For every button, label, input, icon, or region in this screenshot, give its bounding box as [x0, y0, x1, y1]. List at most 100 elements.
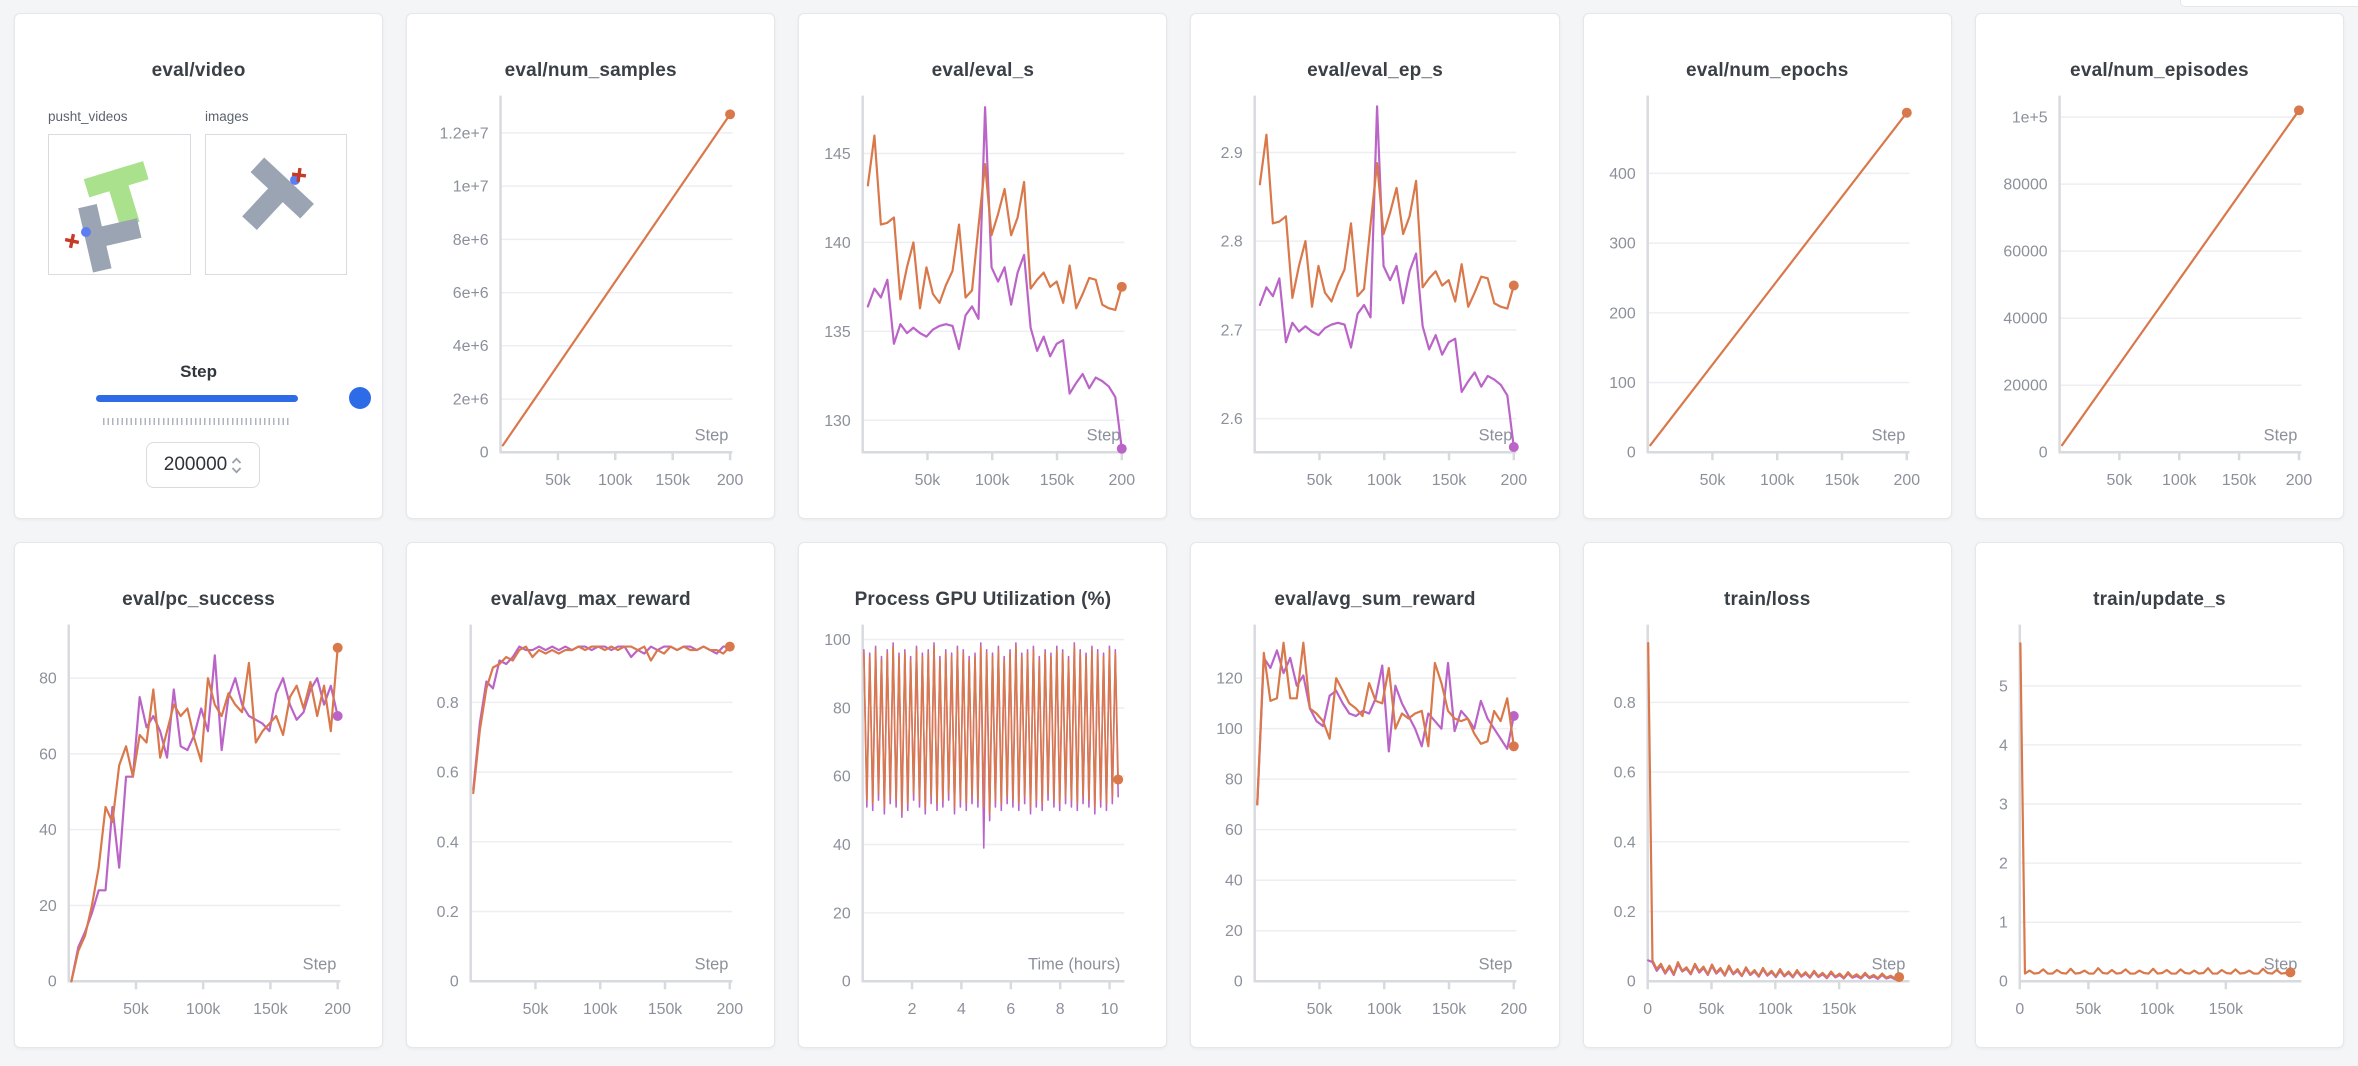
x-tick-label: 200	[717, 1001, 744, 1018]
y-tick-label: 1	[1999, 915, 2008, 932]
chart-plot-eval-num-samples[interactable]: 50k 100k 150k 200 0 2e+6 4e+6 6e+6 8e+6 1e+7 1.2e+…	[407, 14, 774, 518]
step-slider-label: Step	[180, 362, 217, 381]
chart-panel-train-update-s[interactable]: train/update_s 0 50k 100k 150k 0 1 2 3 4 5 Step	[1974, 542, 2344, 1048]
media-panel-eval-video[interactable]: eval/video pusht_videos images	[14, 13, 384, 519]
y-tick-label: 40000	[2003, 311, 2047, 328]
y-tick-label: 80	[39, 671, 57, 688]
y-tick-label: 135	[825, 324, 852, 341]
stepper-control[interactable]	[231, 456, 242, 474]
y-tick-label: 0	[480, 445, 489, 462]
series-endpoint-dot-purple	[1509, 711, 1520, 721]
clipped-panel-edge	[2180, 0, 2358, 7]
series-line-orange	[867, 134, 1124, 312]
video-thumbnail-pusht-videos[interactable]	[48, 134, 191, 275]
chart-plot-train-loss[interactable]: 0 50k 100k 150k 0 0.2 0.4 0.6 0.8 Step	[1584, 543, 1951, 1047]
series-line-purple	[1259, 105, 1516, 449]
chart-panel-eval-num-samples[interactable]: eval/num_samples 50k 100k 150k 200 0 2e+6 4e+6…	[406, 13, 776, 519]
x-tick-label: 200	[1109, 472, 1136, 489]
stepper-down-icon[interactable]	[231, 466, 242, 474]
x-tick-label: 150k	[648, 1001, 683, 1018]
chart-title: eval/avg_sum_reward	[1274, 589, 1476, 610]
series-endpoint-dot-purple	[332, 711, 343, 721]
x-tick-label: 50k	[1698, 1001, 1724, 1018]
chart-panel-eval-avg-sum-reward[interactable]: eval/avg_sum_reward 50k 100k 150k 200 0 20 40 6…	[1190, 542, 1560, 1048]
x-tick-label: 50k	[2075, 1001, 2101, 1018]
chart-plot-eval-eval-s[interactable]: 50k 100k 150k 200 130 135 140 145 Step	[799, 14, 1166, 518]
stepper-up-icon[interactable]	[231, 456, 242, 465]
y-tick-label: 2e+6	[453, 392, 489, 409]
chart-panel-eval-eval-s[interactable]: eval/eval_s 50k 100k 150k 200 130 135 140 145 St…	[798, 13, 1168, 519]
chart-title: train/update_s	[2093, 589, 2226, 610]
chart-panel-eval-avg-max-reward[interactable]: eval/avg_max_reward 50k 100k 150k 200 0 0.2 0.…	[406, 542, 776, 1048]
chart-plot-eval-num-episodes[interactable]: 50k 100k 150k 200 0 20000 40000 60000 80000 1e+5 S…	[1976, 14, 2343, 518]
chart-title: Process GPU Utilization (%)	[854, 589, 1112, 610]
x-tick-label: 100k	[186, 1001, 221, 1018]
chart-panel-eval-eval-ep-s[interactable]: eval/eval_ep_s 50k 100k 150k 200 2.6 2.7 2.8 2.…	[1190, 13, 1560, 519]
series-line-orange	[501, 113, 732, 447]
chart-plot-eval-avg-max-reward[interactable]: 50k 100k 150k 200 0 0.2 0.4 0.6 0.8 Step	[407, 543, 774, 1047]
x-axis-title: Step	[695, 955, 729, 973]
step-slider[interactable]	[96, 387, 371, 409]
series-endpoint-dot-orange	[1117, 281, 1128, 292]
chart-panel-eval-num-episodes[interactable]: eval/num_episodes 50k 100k 150k 200 0 20000 40…	[1974, 13, 2344, 519]
x-tick-label: 200	[1501, 472, 1528, 489]
chart-plot-eval-pc-success[interactable]: 50k 100k 150k 200 0 20 40 60 80 Step	[15, 543, 382, 1047]
y-tick-label: 60000	[2003, 244, 2047, 261]
gray-t-shape	[242, 157, 314, 230]
x-tick-label: 100k	[1760, 472, 1795, 489]
slider-handle[interactable]	[349, 387, 371, 409]
x-tick-label: 50k	[915, 472, 941, 489]
image-thumbnail-images[interactable]	[205, 134, 347, 275]
series-endpoint-dot-orange	[2293, 105, 2304, 116]
step-value-input[interactable]: 200000	[146, 442, 260, 488]
series-line-purple	[472, 645, 732, 791]
x-axis-title: Step	[1087, 426, 1121, 444]
y-tick-label: 120	[1217, 671, 1244, 688]
chart-plot-eval-num-epochs[interactable]: 50k 100k 150k 200 0 100 200 300 400 Step	[1584, 14, 1951, 518]
y-tick-label: 0.8	[437, 695, 459, 712]
y-tick-label: 0	[1999, 974, 2008, 991]
chart-title: eval/eval_s	[931, 60, 1035, 81]
x-tick-label: 10	[1101, 1001, 1119, 1018]
x-axis-title: Step	[303, 955, 337, 973]
y-tick-label: 200	[1609, 305, 1636, 322]
chart-panel-eval-num-epochs[interactable]: eval/num_epochs 50k 100k 150k 200 0 100 200 300…	[1582, 13, 1952, 519]
x-tick-label: 50k	[2106, 472, 2132, 489]
series-line-orange	[1259, 133, 1516, 310]
y-tick-label: 40	[833, 837, 851, 854]
y-tick-label: 80	[1226, 772, 1244, 789]
chart-panel-eval-pc-success[interactable]: eval/pc_success 50k 100k 150k 200 0 20 40 60 80 S…	[14, 542, 384, 1048]
y-tick-label: 300	[1609, 236, 1636, 253]
y-tick-label: 60	[833, 769, 851, 786]
series-endpoint-dot-orange	[725, 109, 736, 120]
chart-title: eval/pc_success	[122, 589, 276, 610]
y-tick-label: 0.4	[1613, 834, 1635, 851]
series-endpoint-dot-orange	[1509, 741, 1520, 752]
x-tick-label: 100k	[975, 472, 1010, 489]
y-tick-label: 4e+6	[453, 338, 489, 355]
series-endpoint-dot-orange	[1113, 774, 1124, 785]
agent-dot	[81, 227, 91, 237]
x-tick-label: 100k	[2140, 1001, 2175, 1018]
slider-tick-ruler	[103, 418, 291, 425]
y-tick-label: 6e+6	[453, 285, 489, 302]
x-tick-label: 4	[957, 1001, 966, 1018]
y-tick-label: 0	[1627, 445, 1636, 462]
y-tick-label: 40	[1226, 873, 1244, 890]
slider-track[interactable]	[96, 394, 298, 402]
series-line-orange	[472, 645, 732, 795]
x-tick-label: 100k	[1758, 1001, 1793, 1018]
x-tick-label: 150k	[1432, 472, 1467, 489]
goal-cross-icon	[291, 167, 307, 183]
chart-plot-eval-avg-sum-reward[interactable]: 50k 100k 150k 200 0 20 40 60 80 100 120 Step	[1191, 543, 1558, 1047]
goal-cross-icon	[64, 233, 80, 249]
x-tick-label: 200	[2286, 472, 2313, 489]
chart-plot-eval-eval-ep-s[interactable]: 50k 100k 150k 200 2.6 2.7 2.8 2.9 Step	[1191, 14, 1558, 518]
y-tick-label: 5	[1999, 678, 2008, 695]
chart-panel-train-loss[interactable]: train/loss 0 50k 100k 150k 0 0.2 0.4 0.6 0.8 Step	[1582, 542, 1952, 1048]
chart-panel-process-gpu-utilization[interactable]: Process GPU Utilization (%) 2 4 6 8 10 0 20 40 6…	[798, 542, 1168, 1048]
series-line-purple	[867, 106, 1124, 450]
